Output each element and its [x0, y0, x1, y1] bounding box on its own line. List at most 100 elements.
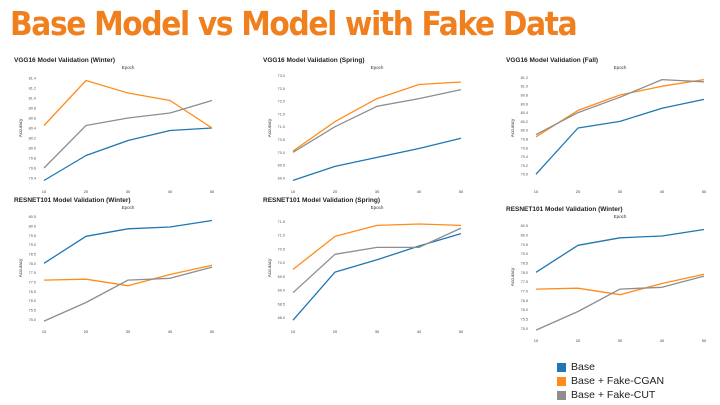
- y-tick-label: 71.0: [278, 125, 285, 129]
- y-tick-label: 80.5: [29, 215, 36, 219]
- y-tick-label: 75.0: [29, 318, 36, 322]
- x-tick-label: 10: [291, 189, 296, 194]
- chart-title: RESNET101 Model Validation (Winter): [506, 206, 623, 213]
- y-tick-label: 78.0: [29, 262, 36, 266]
- series-line-fake-cgan: [43, 79, 213, 129]
- x-tick-label: 40: [660, 338, 665, 343]
- x-tick-label: 40: [660, 189, 665, 194]
- y-axis-label: Accuracy: [18, 118, 23, 137]
- y-tick-label: 80.6: [29, 117, 36, 121]
- x-tick-label: 50: [459, 329, 464, 334]
- y-tick-label: 77.0: [521, 289, 528, 293]
- y-tick-label: 75.5: [29, 308, 36, 312]
- legend-label: Base + Fake-CUT: [571, 389, 656, 401]
- y-axis-label: Accuracy: [267, 118, 272, 137]
- chart-svg: Epoch Accuracy 79.0 79.2 79.4 79.6 79.8 80.0 80.…: [510, 65, 707, 194]
- y-tick-label: 69.5: [278, 164, 285, 168]
- legend-item-base: Base: [557, 360, 664, 374]
- x-tick-label: 10: [291, 329, 296, 334]
- y-tick-label: 69.0: [278, 176, 285, 180]
- chart-panel-resnet101-spring: RESNET101 Model Validation (Spring) Epoc…: [263, 197, 483, 362]
- y-tick-label: 70.0: [278, 151, 285, 155]
- y-tick-label: 80.8: [29, 107, 36, 111]
- y-tick-label: 80.4: [29, 127, 36, 131]
- y-tick-label: 79.6: [521, 146, 528, 150]
- x-tick-label: 20: [84, 329, 89, 334]
- chart-svg: Epoch Accuracy 69.0 69.5 70.0 70.5 71.0 71.5 72.…: [267, 65, 464, 194]
- y-tick-label: 79.5: [521, 243, 528, 247]
- chart-title: VGG16 Model Validation (Fall): [506, 57, 599, 64]
- y-tick-label: 81.4: [29, 77, 36, 81]
- x-tick-label: 20: [576, 189, 581, 194]
- y-tick-label: 76.5: [521, 299, 528, 303]
- y-tick-label: 76.0: [29, 299, 36, 303]
- y-tick-label: 80.0: [521, 129, 528, 133]
- legend-label: Base: [571, 361, 595, 373]
- x-tick-label: 50: [459, 189, 464, 194]
- y-axis-label: Accuracy: [18, 258, 23, 277]
- y-tick-label: 81.2: [29, 87, 36, 91]
- x-tick-label: 40: [417, 329, 422, 334]
- y-tick-label: 79.8: [521, 138, 528, 142]
- x-tick-label: 10: [534, 338, 539, 343]
- x-tick-label: 40: [168, 189, 173, 194]
- y-tick-label: 70.0: [278, 261, 285, 265]
- chart-title: RESNET101 Model Validation (Winter): [14, 197, 131, 204]
- y-tick-label: 79.4: [29, 177, 36, 181]
- series-line-base: [292, 232, 462, 321]
- legend: Base Base + Fake-CGAN Base + Fake-CUT: [557, 360, 664, 402]
- y-tick-label: 81.0: [521, 85, 528, 89]
- series-line-fake-cgan: [43, 264, 213, 287]
- chart-panel-vgg16-spring: VGG16 Model Validation (Spring) Epoch Acc…: [263, 57, 483, 222]
- x-tick-label: 20: [333, 329, 338, 334]
- y-tick-label: 80.0: [29, 147, 36, 151]
- y-tick-label: 77.5: [29, 271, 36, 275]
- y-tick-label: 77.0: [29, 280, 36, 284]
- chart-svg: Epoch Accuracy 68.0 68.5 69.0 69.5 70.0 70.5 71.…: [267, 205, 464, 334]
- chart-title: VGG16 Model Validation (Winter): [14, 57, 116, 64]
- series-line-fake-cut: [292, 88, 462, 153]
- y-tick-label: 81.0: [29, 97, 36, 101]
- series-line-fake-cgan: [535, 273, 705, 296]
- y-axis-label: Accuracy: [510, 267, 515, 286]
- x-tick-label: 10: [42, 329, 47, 334]
- y-tick-label: 79.2: [521, 164, 528, 168]
- y-tick-label: 76.5: [29, 290, 36, 294]
- chart-panel-resnet101-winter: RESNET101 Model Validation (Winter) Epoc…: [14, 197, 234, 362]
- y-tick-label: 72.5: [278, 87, 285, 91]
- series-line-fake-cgan: [292, 223, 462, 270]
- series-line-base: [535, 98, 705, 175]
- x-tick-label: 10: [42, 189, 47, 194]
- y-tick-label: 80.4: [521, 111, 528, 115]
- series-line-base: [535, 228, 705, 273]
- x-tick-label: 30: [375, 329, 380, 334]
- x-tick-label: 30: [375, 189, 380, 194]
- y-tick-label: 79.5: [29, 234, 36, 238]
- x-axis-label: Epoch: [371, 65, 384, 70]
- chart-svg: Epoch Accuracy 75.0 75.5 76.0 76.5 77.0 77.5 78.…: [18, 205, 215, 334]
- y-tick-label: 71.5: [278, 112, 285, 116]
- y-tick-label: 70.5: [278, 247, 285, 251]
- chart-panel-vgg16-winter: VGG16 Model Validation (Winter) Epoch Acc…: [14, 57, 234, 222]
- legend-item-cgan: Base + Fake-CGAN: [557, 374, 664, 388]
- x-tick-label: 30: [618, 189, 623, 194]
- series-line-fake-cut: [535, 275, 705, 331]
- y-tick-label: 80.2: [29, 137, 36, 141]
- x-tick-label: 10: [534, 189, 539, 194]
- y-tick-label: 80.0: [521, 234, 528, 238]
- y-tick-label: 71.5: [278, 220, 285, 224]
- y-tick-label: 80.0: [29, 225, 36, 229]
- y-tick-label: 79.4: [521, 155, 528, 159]
- series-line-fake-cut: [43, 99, 213, 169]
- chart-title: RESNET101 Model Validation (Spring): [263, 197, 381, 204]
- y-tick-label: 73.0: [278, 74, 285, 78]
- x-tick-label: 50: [702, 189, 707, 194]
- x-tick-label: 20: [333, 189, 338, 194]
- x-tick-label: 30: [618, 338, 623, 343]
- series-line-fake-cut: [535, 78, 705, 136]
- y-tick-label: 78.5: [521, 262, 528, 266]
- x-tick-label: 40: [417, 189, 422, 194]
- chart-title: VGG16 Model Validation (Spring): [263, 57, 365, 64]
- x-tick-label: 30: [126, 329, 131, 334]
- y-tick-label: 78.5: [29, 253, 36, 257]
